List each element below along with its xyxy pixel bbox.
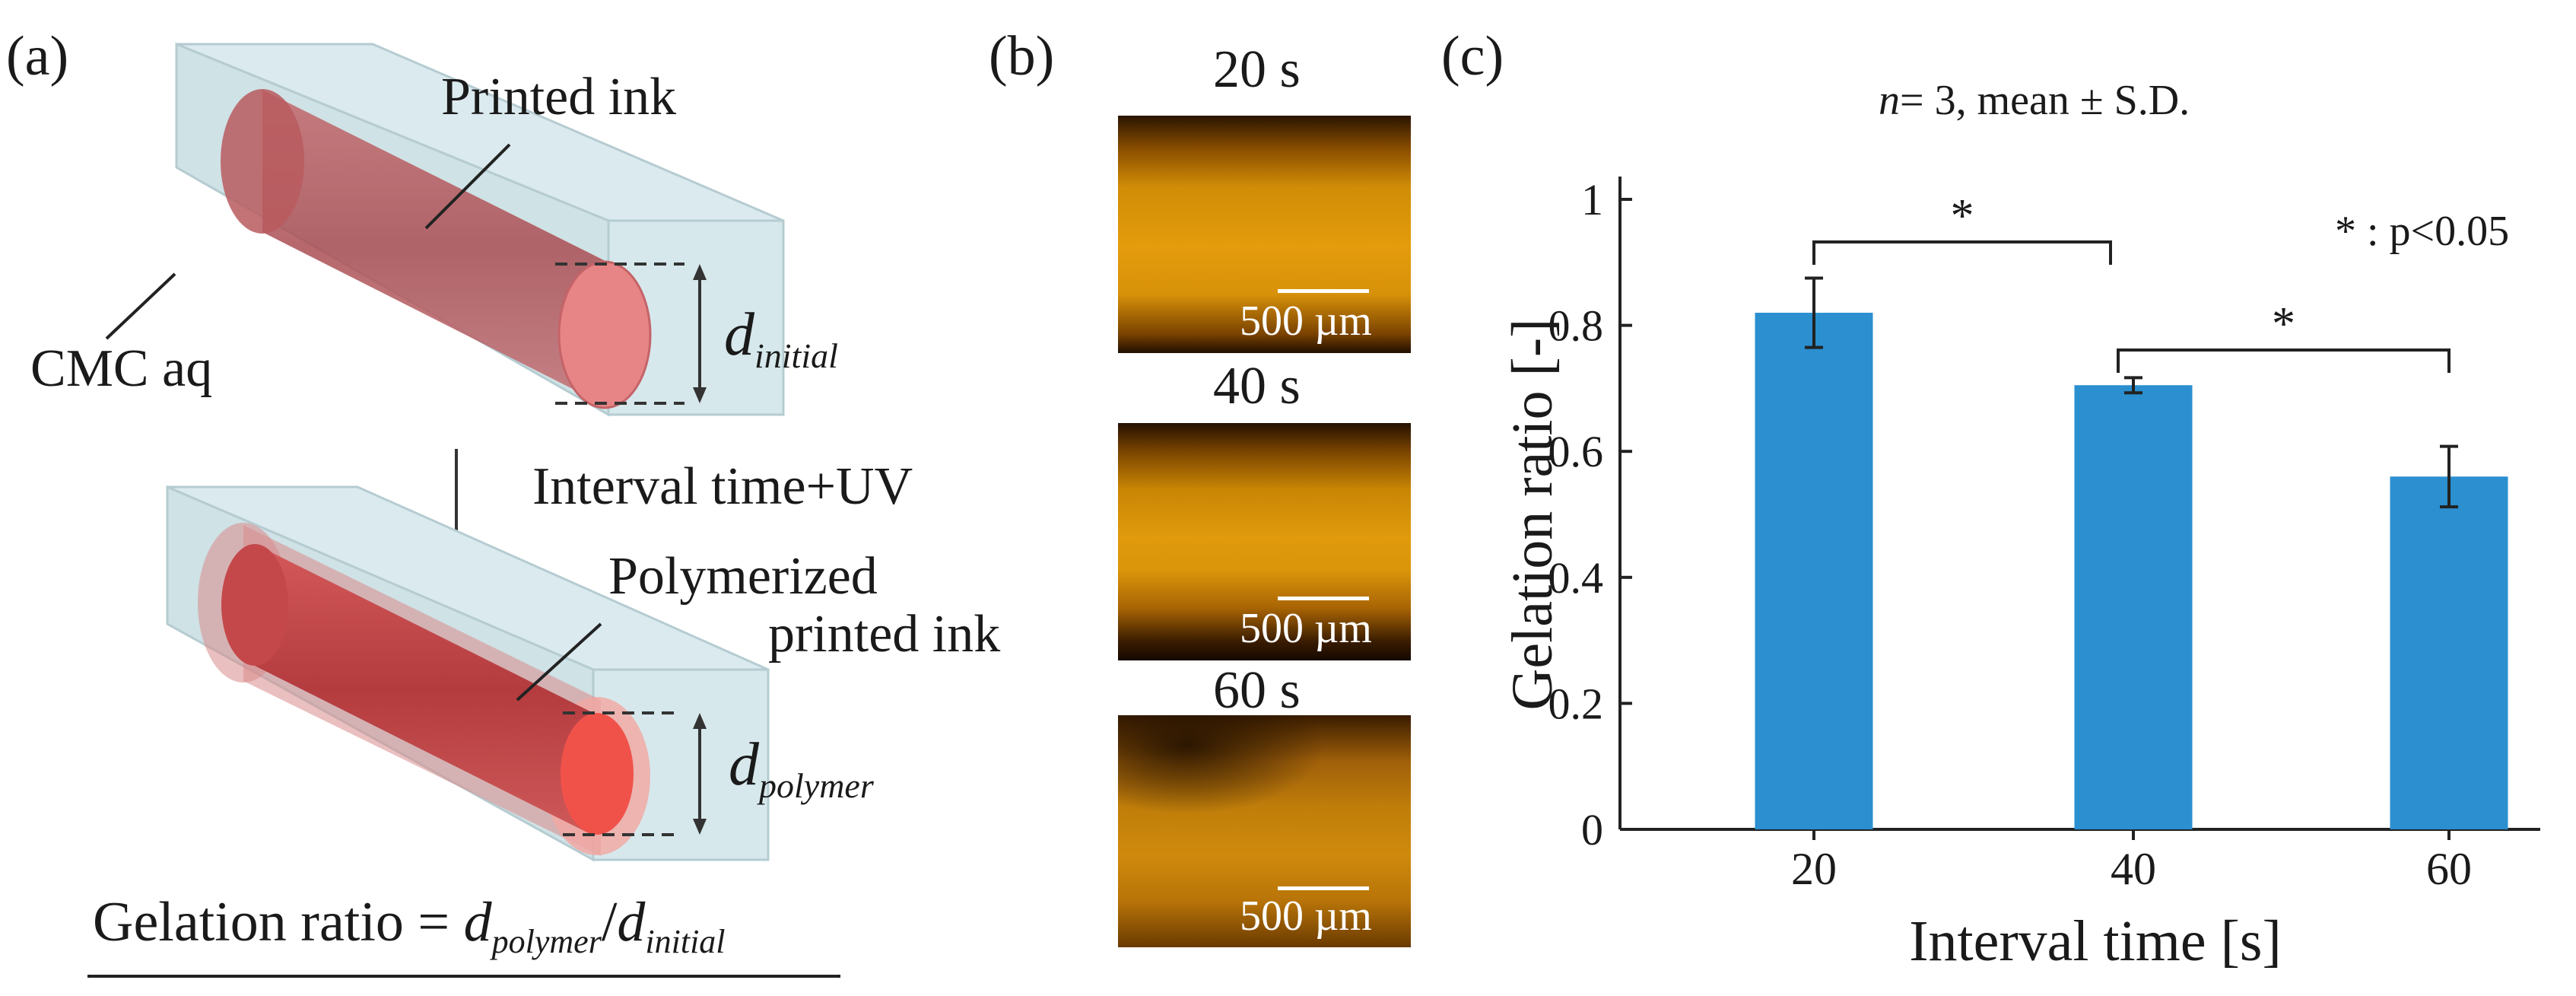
d-polymer-label: dpolymer — [729, 731, 874, 805]
scale-bar — [1278, 597, 1369, 600]
y-tick-label: 0.4 — [1548, 553, 1604, 603]
micrograph-40s: 500 µm — [1118, 423, 1411, 660]
micrograph-20s: 500 µm — [1118, 116, 1411, 353]
y-tick-label: 0.8 — [1548, 301, 1604, 351]
panel-b-label: (b) — [989, 25, 1055, 88]
y-tick-label: 0 — [1581, 805, 1603, 854]
interval-time-uv-label: Interval time+UV — [532, 457, 913, 516]
printed-ink-cylinder — [221, 89, 652, 409]
scale-label: 500 µm — [1240, 605, 1372, 652]
gelation-ratio-formula: Gelation ratio = dpolymer/dinitial — [93, 891, 726, 960]
bar-40 — [2074, 385, 2193, 829]
y-tick-label: 1 — [1581, 175, 1603, 224]
x-tick-label: 20 — [1791, 844, 1837, 894]
polymerized-label-line1: Polymerized — [608, 547, 878, 606]
significance-legend: * : p<0.05 — [2335, 208, 2510, 255]
polymerized-label-line2: printed ink — [768, 605, 1001, 663]
x-axis-title: Interval time [s] — [1909, 909, 2282, 973]
significance-bracket — [2117, 348, 2451, 373]
y-tick-label: 0.6 — [1548, 427, 1604, 476]
time-label-20s: 20 s — [1213, 40, 1301, 99]
scale-label: 500 µm — [1240, 298, 1372, 345]
panel-c-label: (c) — [1441, 25, 1504, 88]
x-tick-label: 40 — [2111, 844, 2156, 894]
stats-note: n= 3, mean ± S.D. — [1879, 77, 2190, 124]
significance-star: * — [2272, 298, 2295, 350]
y-axis-title: Gelation ratio [-] — [1501, 319, 1564, 711]
y-tick-label: 0.2 — [1548, 679, 1604, 728]
time-label-40s: 40 s — [1213, 357, 1301, 415]
scale-label: 500 µm — [1240, 893, 1372, 940]
significance-star: * — [1951, 190, 1974, 242]
polymerized-ink-cylinder — [221, 544, 634, 835]
cmc-aq-label: CMC aq — [30, 339, 213, 398]
scale-bar — [1278, 886, 1369, 890]
time-label-60s: 60 s — [1213, 661, 1301, 720]
panel-a-label: (a) — [6, 25, 69, 88]
scale-bar — [1278, 289, 1369, 293]
bar-20 — [1755, 313, 1873, 829]
significance-bracket — [1812, 240, 2112, 265]
x-tick-label: 60 — [2426, 844, 2472, 894]
d-initial-label: dinitial — [724, 301, 838, 375]
micrograph-60s: 500 µm — [1118, 715, 1411, 947]
printed-ink-label: Printed ink — [441, 68, 677, 126]
panel-a-diagram — [87, 42, 840, 978]
bar-60 — [2390, 476, 2508, 829]
